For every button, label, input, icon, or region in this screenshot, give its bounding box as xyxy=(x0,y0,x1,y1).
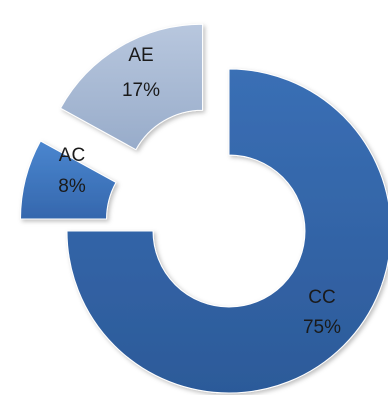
slice-label-cc-value: 75% xyxy=(303,317,341,338)
slice-label-ac-name: AC xyxy=(59,145,85,166)
slice-label-ae-name: AE xyxy=(128,45,153,66)
slice-label-ac-value: 8% xyxy=(58,176,86,197)
slice-label-ae-value: 17% xyxy=(122,80,160,101)
slice-label-cc-name: CC xyxy=(308,287,335,308)
